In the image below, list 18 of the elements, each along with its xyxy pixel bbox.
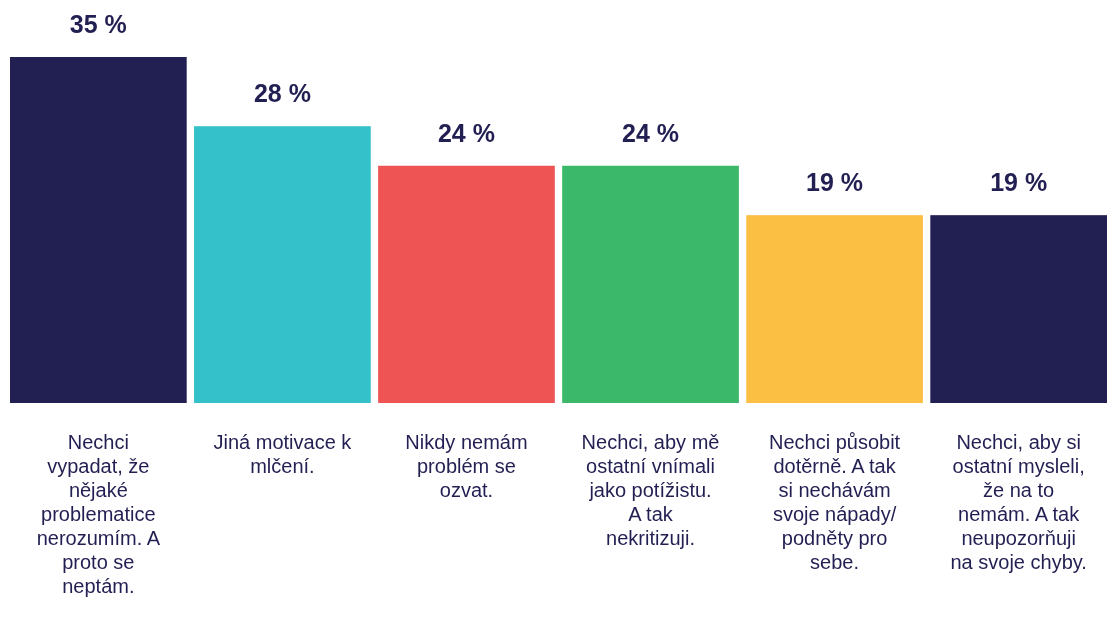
- x-tick-label: Nechci, aby mě ostatní vnímali jako potížistu. A tak nekritizuji.: [581, 431, 720, 549]
- bar: [194, 126, 371, 403]
- data-label: 19 %: [806, 168, 864, 197]
- data-label: 35 %: [69, 10, 127, 38]
- x-tick-label: Nikdy nemám problém se ozvat.: [405, 431, 528, 501]
- data-label: 24 %: [437, 118, 495, 147]
- x-tick-label: Nechci vypadat, že nějaké problematice nerozumím. A proto se neptám.: [36, 431, 161, 597]
- bar: [562, 165, 739, 403]
- data-label: 19 %: [990, 168, 1048, 197]
- bar: [378, 165, 555, 403]
- x-tick-label: Jiná motivace k mlčení.: [213, 431, 353, 477]
- data-label: 24 %: [622, 118, 680, 147]
- bar: [10, 57, 187, 403]
- x-tick-label: Nechci působit dotěrně. A tak si nechávám svoje nápady/ podněty pro sebe.: [769, 431, 901, 573]
- x-tick-label: Nechci, aby si ostatní mysleli, že na to nemám. A tak neupozorňuji na svoje chyby.: [950, 431, 1087, 573]
- bar: [930, 215, 1107, 403]
- bar: [746, 215, 923, 403]
- data-label: 28 %: [253, 79, 311, 108]
